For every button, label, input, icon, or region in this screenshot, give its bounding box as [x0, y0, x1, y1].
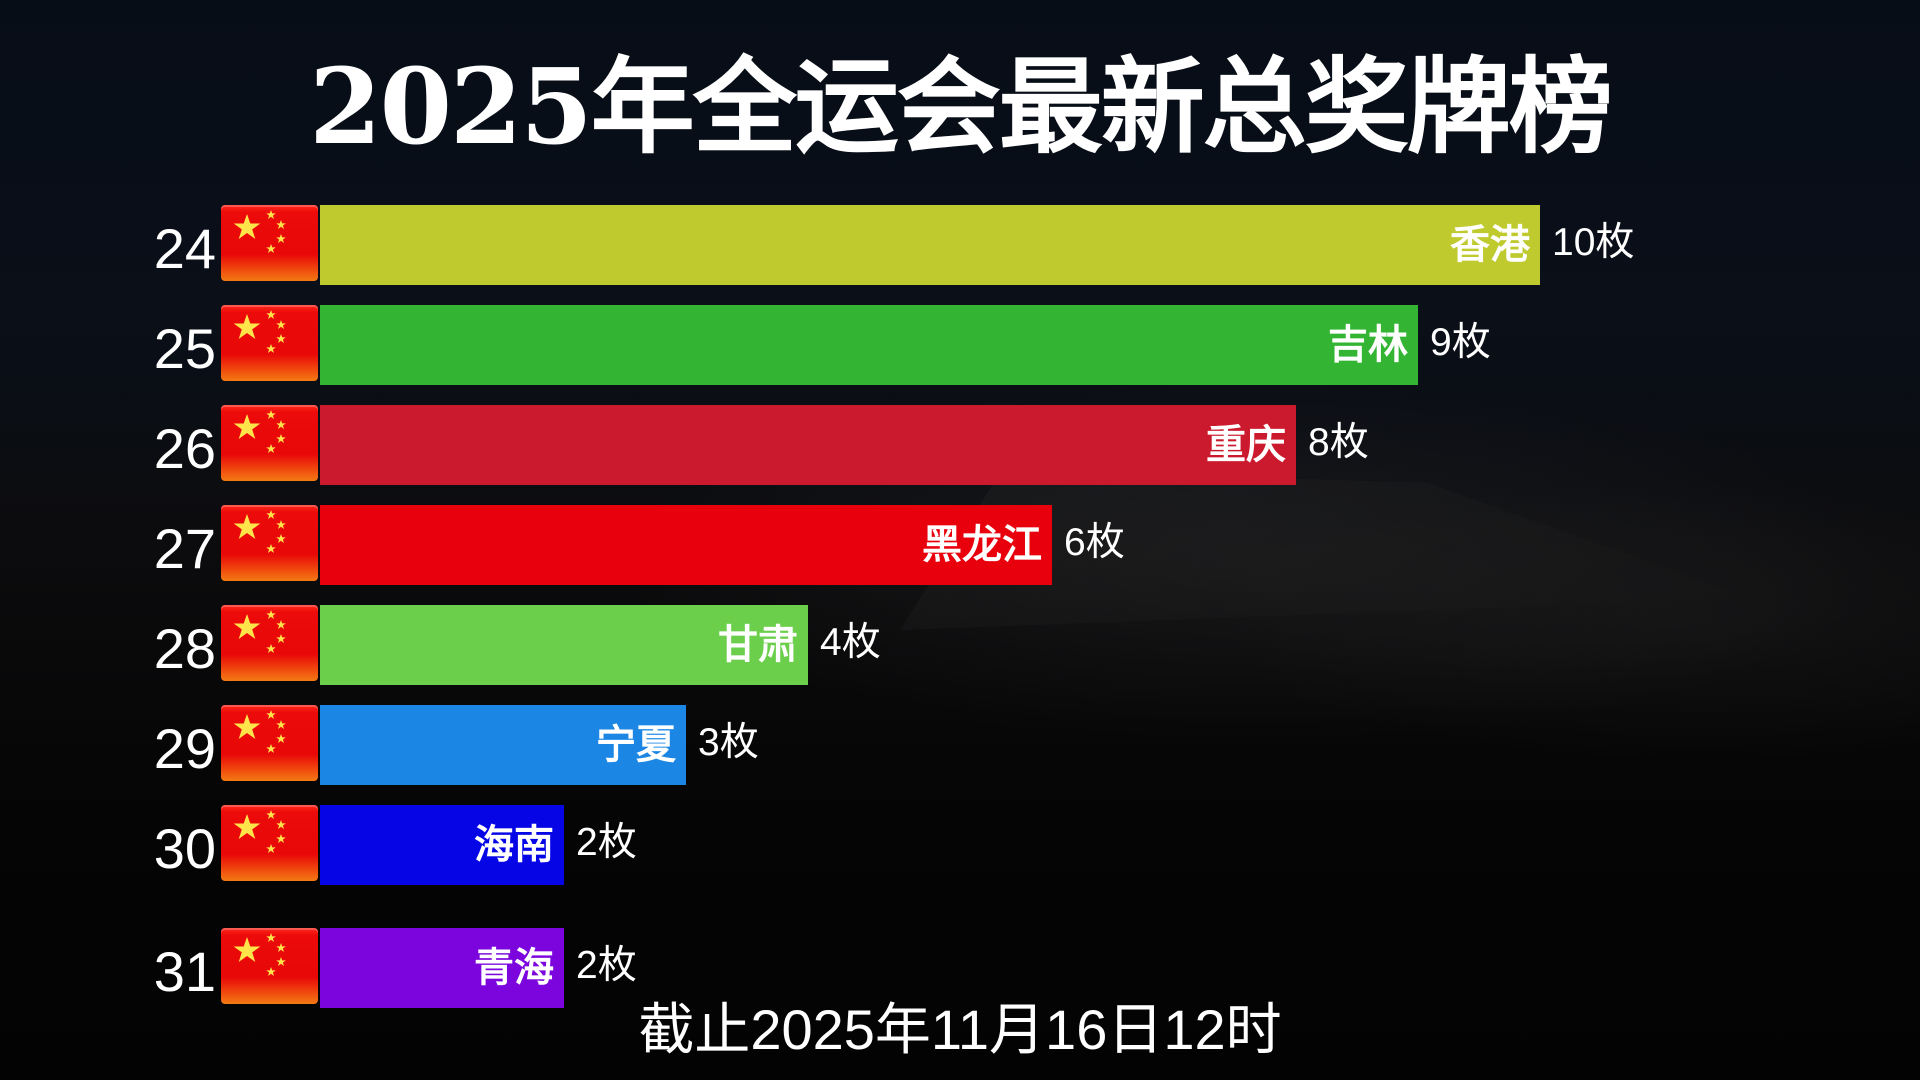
medal-bar: 香港: [320, 205, 1540, 285]
chart-row: 26 重庆 8枚: [0, 405, 1920, 485]
medal-count: 4枚: [820, 621, 881, 664]
medal-count: 2枚: [576, 944, 637, 987]
china-flag-icon: [221, 928, 318, 1004]
rank-number: 24: [153, 217, 216, 280]
china-flag-icon: [221, 305, 318, 381]
medal-bar: 海南: [320, 805, 564, 885]
rank-number: 26: [153, 417, 216, 480]
province-name: 黑龙江: [922, 522, 1042, 568]
chart-title: 2025年全运会最新总奖牌榜: [309, 45, 1612, 168]
province-name: 青海: [474, 945, 554, 991]
medal-bar: 宁夏: [320, 705, 686, 785]
chart-row: 28 甘肃 4枚: [0, 605, 1920, 685]
medal-bar: 重庆: [320, 405, 1296, 485]
medal-count: 10枚: [1552, 221, 1635, 264]
chart-row: 25 吉林 9枚: [0, 305, 1920, 385]
china-flag-icon: [221, 505, 318, 581]
province-name: 宁夏: [596, 722, 676, 768]
chart-row: 24 香港 10枚: [0, 205, 1920, 285]
rank-number: 28: [153, 617, 216, 680]
rank-number: 31: [153, 940, 216, 1003]
rank-number: 25: [153, 317, 216, 380]
medal-bar: 吉林: [320, 305, 1418, 385]
china-flag-icon: [221, 805, 318, 881]
china-flag-icon: [221, 705, 318, 781]
china-flag-icon: [221, 605, 318, 681]
medal-count: 3枚: [698, 721, 759, 764]
medal-count: 2枚: [576, 821, 637, 864]
chart-row: 30 海南 2枚: [0, 805, 1920, 885]
medal-count: 8枚: [1308, 421, 1369, 464]
chart-row: 29 宁夏 3枚: [0, 705, 1920, 785]
rank-number: 27: [153, 517, 216, 580]
rank-number: 30: [153, 817, 216, 880]
chart-row: 27 黑龙江 6枚: [0, 505, 1920, 585]
province-name: 香港: [1450, 222, 1530, 268]
medal-count: 9枚: [1430, 321, 1491, 364]
province-name: 海南: [474, 822, 554, 868]
rank-number: 29: [153, 717, 216, 780]
china-flag-icon: [221, 405, 318, 481]
province-name: 甘肃: [718, 622, 798, 668]
timestamp-caption: 截止2025年11月16日12时: [638, 998, 1282, 1061]
medal-bar: 甘肃: [320, 605, 808, 685]
medal-count: 6枚: [1064, 521, 1125, 564]
medal-bar: 黑龙江: [320, 505, 1052, 585]
medal-bar: 青海: [320, 928, 564, 1008]
chart-row: 31 青海 2枚: [0, 928, 1920, 1008]
province-name: 重庆: [1206, 422, 1286, 468]
china-flag-icon: [221, 205, 318, 281]
province-name: 吉林: [1328, 322, 1408, 368]
